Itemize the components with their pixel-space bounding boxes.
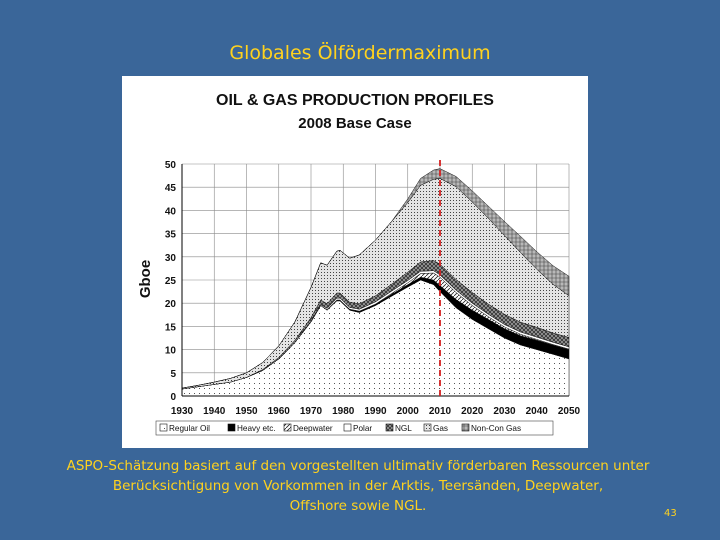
y-tick-label-10: 10 — [165, 346, 177, 357]
y-tick-label-30: 30 — [165, 253, 177, 264]
legend: Regular Oil Heavy etc. Deepwater Polar NGL Ga… — [155, 420, 554, 436]
caption-line-2: Berücksichtigung von Vorkommen in der Ar… — [112, 478, 604, 494]
legend-swatch-4 — [385, 423, 394, 432]
page-number: 43 — [664, 508, 677, 519]
caption-line-3: Offshore sowie NGL. — [289, 498, 427, 514]
legend-swatch-2 — [283, 423, 292, 432]
legend-label-4: NGL — [395, 424, 412, 433]
x-tick-label-1940: 1940 — [203, 406, 226, 417]
caption-line-1: ASPO-Schätzung basiert auf den vorgestel… — [66, 458, 650, 474]
y-tick-label-25: 25 — [165, 276, 177, 287]
y-tick-label-15: 15 — [165, 322, 177, 333]
chart-title: OIL & GAS PRODUCTION PROFILES — [216, 92, 494, 109]
y-tick-label-5: 5 — [170, 369, 176, 380]
x-tick-label-1960: 1960 — [268, 406, 291, 417]
chart-subtitle: 2008 Base Case — [298, 115, 411, 132]
y-tick-label-35: 35 — [165, 230, 177, 241]
y-axis-label: Gboe — [137, 260, 154, 298]
x-tick-labels: 1930 1940 1950 1960 1970 1980 1990 2000 2010 2020… — [171, 406, 581, 417]
legend-swatch-6 — [461, 423, 470, 432]
legend-label-5: Gas — [433, 424, 448, 433]
legend-label-2: Deepwater — [293, 424, 333, 433]
x-tick-label-2020: 2020 — [461, 406, 484, 417]
legend-label-3: Polar — [353, 424, 372, 433]
y-tick-labels: 0 5 10 15 20 25 30 35 40 45 50 — [165, 160, 177, 403]
x-tick-label-1990: 1990 — [364, 406, 387, 417]
x-tick-label-1980: 1980 — [332, 406, 355, 417]
chart-areas — [181, 168, 570, 397]
legend-label-0: Regular Oil — [169, 424, 210, 433]
chart-axes — [181, 164, 569, 397]
x-tick-label-1970: 1970 — [300, 406, 323, 417]
legend-swatch-0 — [159, 423, 168, 432]
legend-box — [155, 420, 554, 436]
y-tick-label-40: 40 — [165, 206, 177, 217]
x-tick-label-2000: 2000 — [397, 406, 420, 417]
legend-swatch-1 — [227, 423, 236, 432]
y-tick-label-20: 20 — [165, 299, 177, 310]
legend-swatch-3 — [343, 423, 352, 432]
production-profile-chart: OIL & GAS PRODUCTION PROFILES 2008 Base … — [137, 92, 581, 436]
legend-label-1: Heavy etc. — [237, 424, 276, 433]
x-tick-label-2010: 2010 — [429, 406, 452, 417]
x-tick-label-2030: 2030 — [493, 406, 516, 417]
y-tick-label-0: 0 — [170, 392, 176, 403]
y-tick-label-50: 50 — [165, 160, 177, 171]
legend-label-6: Non-Con Gas — [471, 424, 521, 433]
legend-swatch-5 — [423, 423, 432, 432]
slide-caption: ASPO-Schätzung basiert auf den vorgestel… — [38, 456, 678, 516]
chart-figure: OIL & GAS PRODUCTION PROFILES 2008 Base … — [122, 76, 588, 448]
x-tick-label-1950: 1950 — [235, 406, 258, 417]
x-tick-label-2050: 2050 — [558, 406, 581, 417]
x-tick-label-2040: 2040 — [526, 406, 549, 417]
y-tick-label-45: 45 — [165, 183, 177, 194]
slide-title: Globales Ölfördermaximum — [229, 42, 491, 64]
x-tick-label-1930: 1930 — [171, 406, 194, 417]
area-series-6 — [181, 168, 570, 389]
